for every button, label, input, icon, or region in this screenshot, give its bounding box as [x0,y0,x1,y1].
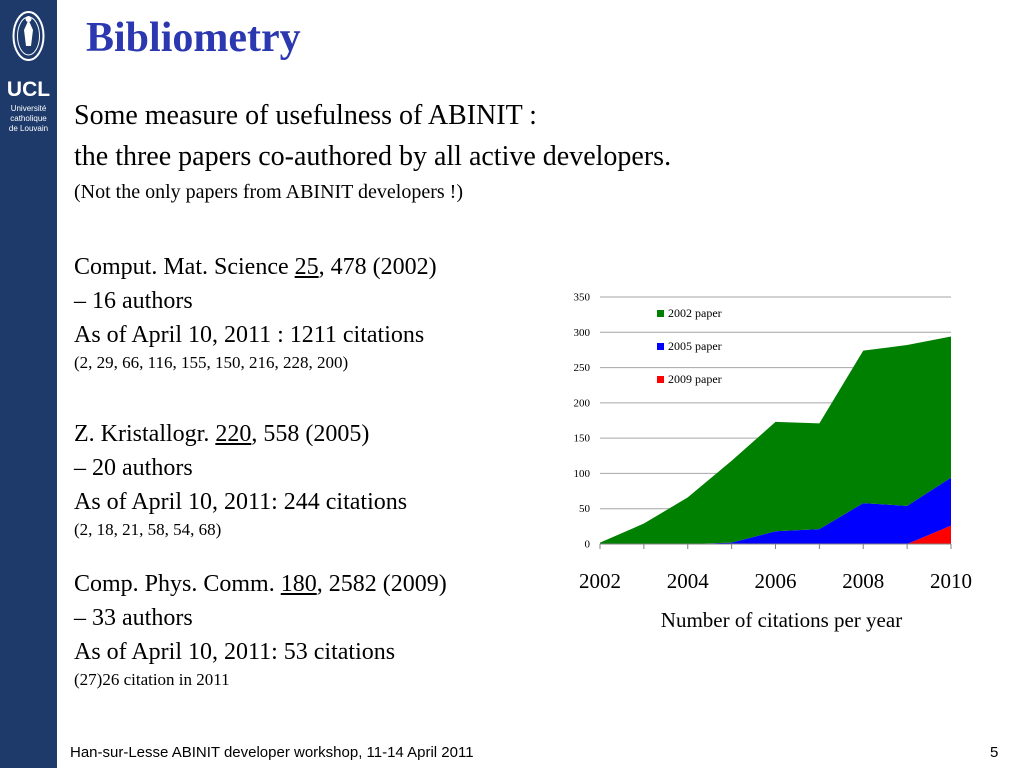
paper-journal: Comput. Mat. Science [74,254,295,280]
footer-text: Han-sur-Lesse ABINIT developer workshop,… [70,744,474,761]
legend-swatch [657,343,664,350]
paper-pages-year: , 558 (2005) [251,421,370,447]
citations-area-chart: 0 50 100 150 200 250 300 350 2002 2004 2006 2008 201… [574,292,973,633]
logo-subtext: Université catholique de Louvain [0,104,57,134]
intro-line-1: Some measure of usefulness of ABINIT : [74,100,537,131]
slide-title: Bibliometry [86,15,301,61]
paper-citations: As of April 10, 2011: 53 citations [74,639,396,665]
paper-volume: 25 [294,254,319,280]
y-tick-label: 0 [585,539,591,551]
legend-label: 2005 paper [668,339,722,353]
paper-authors: – 20 authors [74,455,193,481]
paper-authors: – 16 authors [74,288,193,314]
paper-reference-2009: Comp. Phys. Comm. 180, 2582 (2009) – 33 … [74,567,447,691]
legend-swatch [657,376,664,383]
legend-label: 2009 paper [668,372,722,386]
y-tick-label: 150 [574,433,591,445]
paper-journal: Comp. Phys. Comm. [74,571,281,597]
area-series-2005-paper [600,477,951,544]
area-series-2002-paper [600,336,951,544]
paper-journal: Z. Kristallogr. [74,421,216,447]
sidebar: UCL Université catholique de Louvain [0,0,57,768]
logo-main-text: UCL [6,78,51,101]
paper-citation-line: Comp. Phys. Comm. 180, 2582 (2009) [74,567,447,601]
x-tick-label: 2002 [579,569,621,593]
y-tick-label: 350 [574,292,591,304]
paper-pages-year: , 2582 (2009) [316,571,447,597]
paper-reference-2005: Z. Kristallogr. 220, 558 (2005) – 20 aut… [74,417,407,541]
x-axis-title: Number of citations per year [661,608,902,632]
y-tick-label: 50 [579,503,591,515]
intro-note: (Not the only papers from ABINIT develop… [74,181,463,203]
x-tick-label: 2008 [842,569,884,593]
intro-line-2: the three papers co-authored by all acti… [74,141,672,172]
legend-label: 2002 paper [668,306,722,320]
paper-reference-2002: Comput. Mat. Science 25, 478 (2002) – 16… [74,250,437,374]
paper-authors: – 33 authors [74,605,193,631]
paper-citation-detail: (2, 29, 66, 116, 155, 150, 216, 228, 200… [74,353,349,372]
x-tick-label: 2006 [755,569,797,593]
ucl-logo [12,11,45,61]
paper-citations: As of April 10, 2011: 244 citations [74,489,408,515]
y-tick-label: 300 [574,327,591,339]
paper-citation-detail: (2, 18, 21, 58, 54, 68) [74,520,222,539]
logo-line: catholique [10,114,47,123]
page-number: 5 [990,744,999,761]
y-tick-label: 100 [574,468,591,480]
paper-citations: As of April 10, 2011 : 1211 citations [74,322,425,348]
y-tick-label: 250 [574,362,591,374]
area-series-2009-paper [600,525,951,544]
logo-line: Université [10,104,47,113]
paper-volume: 220 [215,421,252,447]
x-tick-label: 2010 [930,569,972,593]
paper-citation-detail: (27)26 citation in 2011 [74,670,230,689]
legend-swatch [657,310,664,317]
paper-pages-year: , 478 (2002) [318,254,437,280]
paper-citation-line: Z. Kristallogr. 220, 558 (2005) [74,417,407,451]
y-tick-label: 200 [574,397,591,409]
x-tick-label: 2004 [667,569,710,593]
logo-line: de Louvain [8,124,49,133]
paper-volume: 180 [280,571,317,597]
paper-citation-line: Comput. Mat. Science 25, 478 (2002) [74,250,437,284]
